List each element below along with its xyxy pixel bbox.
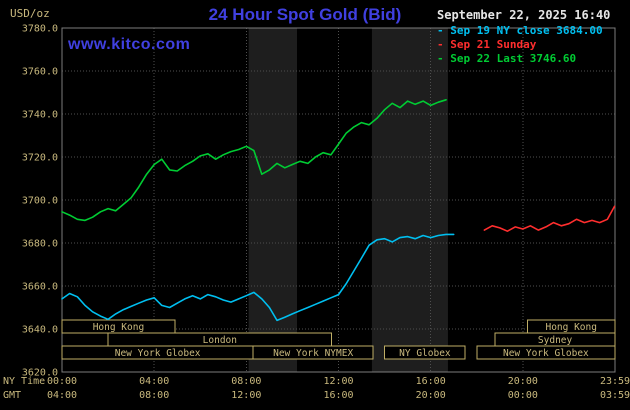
- x-tick-label: 08:00: [139, 390, 169, 401]
- y-tick-label: 3660.0: [22, 282, 58, 293]
- market-session-label: Sydney: [538, 335, 573, 346]
- x-tick-label: 20:00: [416, 390, 446, 401]
- y-tick-label: 3620.0: [22, 368, 58, 379]
- y-tick-label: 3720.0: [22, 153, 58, 164]
- y-axis-unit-label: USD/oz: [10, 7, 50, 20]
- x-axis-row-label: NY Time: [3, 376, 45, 387]
- x-tick-label: 04:00: [139, 376, 169, 387]
- market-session-label: Hong Kong: [545, 322, 596, 333]
- y-tick-label: 3680.0: [22, 239, 58, 250]
- chart-title: 24 Hour Spot Gold (Bid): [208, 5, 402, 24]
- market-session-label: NY Globex: [399, 348, 451, 359]
- datetime-label: September 22, 2025 16:40: [437, 8, 611, 22]
- legend: - Sep 19 NY close 3684.00 - Sep 21 Sunda…: [437, 24, 603, 66]
- x-tick-label: 20:00: [508, 376, 538, 387]
- x-tick-label: 03:59: [600, 390, 630, 401]
- shaded-time-band: [371, 28, 448, 372]
- x-tick-label: 12:00: [323, 376, 353, 387]
- x-tick-label: 16:00: [323, 390, 353, 401]
- x-tick-label: 23:59: [600, 376, 630, 387]
- market-session-label: New York Globex: [115, 348, 201, 359]
- y-tick-label: 3780.0: [22, 24, 58, 35]
- x-tick-label: 12:00: [231, 390, 261, 401]
- x-tick-label: 08:00: [231, 376, 261, 387]
- y-tick-label: 3700.0: [22, 196, 58, 207]
- legend-item-sep22-last: - Sep 22 Last 3746.60: [437, 52, 577, 65]
- y-tick-label: 3740.0: [22, 110, 58, 121]
- market-session-label: New York Globex: [503, 348, 589, 359]
- market-session-box: [384, 345, 466, 360]
- plot-border: [61, 27, 616, 373]
- price-line-sep22: [61, 99, 447, 222]
- market-session-box: [476, 345, 616, 360]
- market-session-label: London: [203, 335, 237, 346]
- legend-item-sep19-ny-close: - Sep 19 NY close 3684.00: [437, 24, 603, 37]
- kitco-watermark-link[interactable]: www.kitco.com: [68, 36, 191, 53]
- x-tick-label: 04:00: [47, 390, 77, 401]
- x-axis-row-label: GMT: [3, 390, 21, 401]
- market-session-box: [252, 345, 374, 360]
- legend-item-sep21-sunday: - Sep 21 Sunday: [437, 38, 537, 51]
- price-line-sep19: [61, 233, 455, 322]
- x-tick-label: 00:00: [47, 376, 77, 387]
- x-tick-label: 00:00: [508, 390, 538, 401]
- x-tick-label: 16:00: [416, 376, 446, 387]
- y-tick-label: 3640.0: [22, 325, 58, 336]
- market-session-label: New York NYMEX: [273, 348, 353, 359]
- price-line-sep21: [483, 205, 616, 232]
- market-session-label: Hong Kong: [93, 322, 144, 333]
- y-tick-label: 3760.0: [22, 67, 58, 78]
